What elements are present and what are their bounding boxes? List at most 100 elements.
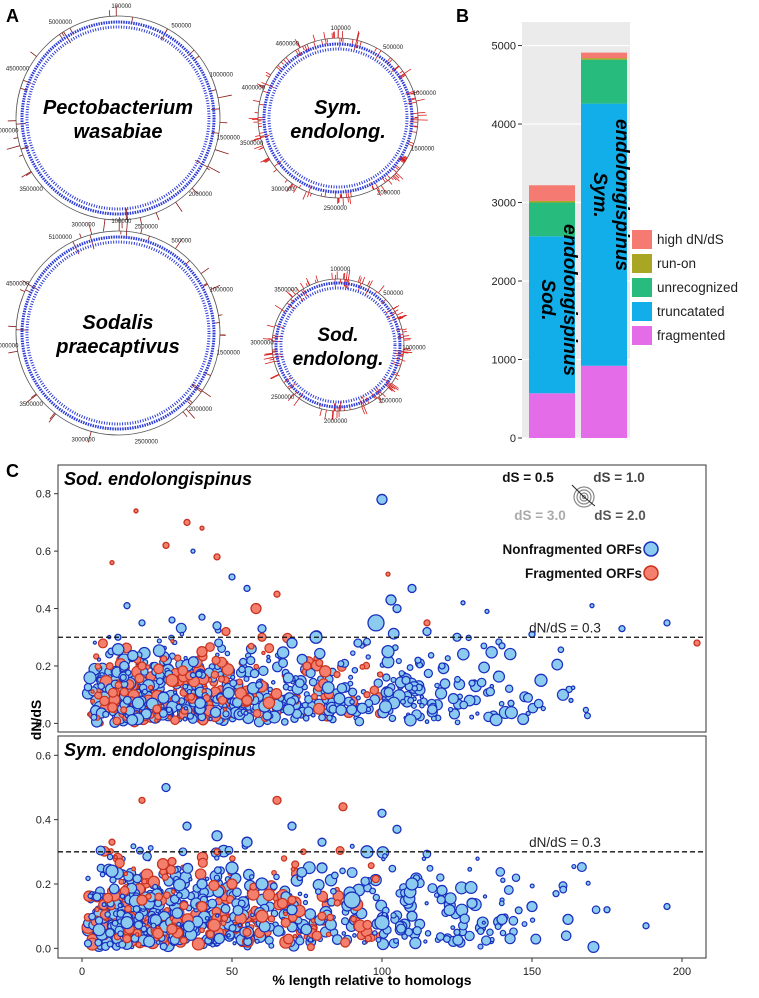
fragmented-orf-point: [103, 893, 112, 902]
nonfragmented-orf-point: [531, 934, 541, 944]
nonfragmented-orf-point: [211, 943, 215, 947]
nonfragmented-orf-point: [505, 934, 515, 944]
bar-segment-highdnds: [581, 53, 627, 58]
nonfragmented-orf-point: [541, 706, 545, 710]
nonfragmented-orf-point: [327, 715, 332, 720]
fragmented-orf-point: [227, 879, 237, 889]
nonfragmented-orf-point: [530, 884, 534, 888]
variant-tick: [156, 213, 159, 220]
nonfragmented-orf-point: [240, 658, 247, 665]
nonfragmented-orf-point: [283, 704, 294, 715]
nonfragmented-orf-point: [530, 918, 534, 922]
nonfragmented-orf-point: [572, 865, 576, 869]
fragmented-orf-point: [268, 916, 274, 922]
fragmented-orf-point: [120, 688, 128, 696]
nonfragmented-orf-point: [364, 638, 371, 645]
size-legend-label: dS = 1.0: [593, 470, 644, 485]
variant-tick: [281, 62, 284, 65]
nonfragmented-orf-point: [272, 681, 275, 684]
genome-position-label: 4000000: [0, 344, 19, 350]
genome-position-label: 1000000: [402, 345, 426, 351]
variant-tick: [7, 146, 20, 150]
variant-tick: [404, 353, 409, 354]
fragmented-orf-point: [263, 697, 274, 708]
nonfragmented-orf-point: [216, 914, 219, 917]
nonfragmented-orf-point: [184, 656, 187, 659]
nonfragmented-orf-point: [561, 931, 570, 940]
nonfragmented-orf-point: [468, 868, 472, 872]
fragmented-orf-point: [168, 857, 176, 865]
fragmented-orf-point: [314, 703, 325, 714]
nonfragmented-orf-point: [444, 936, 451, 943]
nonfragmented-orf-point: [244, 711, 248, 715]
fragmented-orf-point: [368, 863, 374, 869]
nonfragmented-orf-point: [588, 941, 599, 952]
nonfragmented-orf-point: [366, 655, 370, 659]
fragmented-orf-point: [265, 644, 274, 653]
size-legend-label: dS = 2.0: [594, 508, 645, 523]
nonfragmented-orf-point: [142, 689, 147, 694]
fragmented-orf-point: [119, 879, 124, 884]
variant-tick: [324, 32, 325, 39]
bar-ytick-label: 0: [510, 433, 516, 445]
nonfragmented-orf-point: [191, 673, 196, 678]
fragmented-orf-point: [123, 935, 131, 943]
genome-name-line1: Sod.: [317, 325, 358, 346]
variant-tick: [409, 142, 414, 144]
nonfragmented-orf-point: [349, 675, 353, 679]
nonfragmented-orf-point: [124, 603, 130, 609]
nonfragmented-orf-point: [174, 691, 177, 694]
nonfragmented-orf-point: [356, 696, 360, 700]
variant-tick: [282, 310, 285, 312]
fragmented-orf-point: [108, 703, 117, 712]
genome-position-label: 2500000: [135, 439, 159, 445]
nonfragmented-orf-point: [279, 659, 288, 668]
nonfragmented-orf-point: [334, 693, 345, 704]
genome-position-label: 1000000: [210, 73, 234, 79]
variant-tick: [270, 374, 279, 378]
fragmented-orf-point: [164, 892, 171, 899]
nonfragmented-orf-point: [664, 904, 670, 910]
nonfragmented-orf-point: [440, 679, 450, 689]
nonfragmented-orf-point: [501, 878, 505, 882]
nonfragmented-orf-point: [479, 662, 490, 673]
fragmented-orf-point: [211, 671, 218, 678]
genome-position-label: 5000000: [49, 20, 73, 26]
nonfragmented-orf-point: [96, 846, 105, 855]
ytick-label: 0.0: [36, 943, 51, 955]
variant-tick: [19, 155, 23, 156]
genome-position-label: 500000: [383, 291, 404, 297]
nonfragmented-orf-point: [497, 914, 507, 924]
nonfragmented-orf-point: [244, 677, 249, 682]
nonfragmented-orf-point: [393, 605, 401, 613]
nonfragmented-orf-point: [643, 923, 649, 929]
nonfragmented-orf-point: [445, 893, 456, 904]
series-legend-marker: [644, 566, 658, 580]
fragmented-orf-point: [124, 872, 127, 875]
bar-segment-fragmented: [581, 366, 627, 438]
fragmented-orf-point: [109, 839, 115, 845]
nonfragmented-orf-point: [176, 704, 181, 709]
nonfragmented-orf-point: [354, 639, 362, 647]
genome-position-label: 2500000: [271, 395, 295, 401]
variant-tick: [303, 46, 305, 50]
fragmented-orf-point: [132, 867, 136, 871]
variant-tick: [207, 168, 210, 170]
fragmented-orf-point: [386, 572, 390, 576]
nonfragmented-orf-point: [86, 876, 90, 880]
nonfragmented-orf-point: [143, 852, 151, 860]
variant-tick: [313, 35, 315, 42]
nonfragmented-orf-point: [350, 700, 355, 705]
ytick-label: 0.6: [36, 546, 51, 558]
nonfragmented-orf-point: [215, 867, 222, 874]
fragmented-orf-point: [263, 889, 274, 900]
fragmented-orf-point: [334, 900, 340, 906]
threshold-label: dN/dS = 0.3: [529, 835, 601, 850]
nonfragmented-orf-point: [383, 674, 390, 681]
nonfragmented-orf-point: [91, 714, 97, 720]
fragmented-orf-point: [207, 930, 214, 937]
fragmented-orf-point: [222, 915, 228, 921]
xtick-label: 50: [226, 966, 238, 978]
nonfragmented-orf-point: [467, 898, 477, 908]
